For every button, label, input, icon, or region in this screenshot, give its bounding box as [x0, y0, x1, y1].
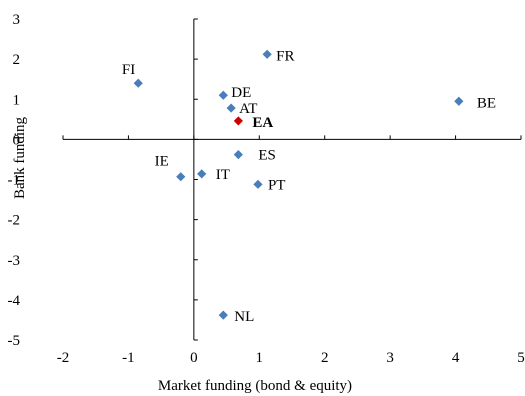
- data-point-pt: [253, 179, 263, 189]
- x-tick-label: -1: [122, 350, 135, 366]
- point-label-fr: FR: [276, 48, 294, 64]
- y-tick-label: -5: [8, 333, 21, 349]
- x-tick-label: 0: [190, 350, 198, 366]
- y-tick-label: -3: [8, 253, 21, 269]
- point-label-ie: IE: [155, 154, 169, 170]
- y-tick-marks: [193, 18, 198, 341]
- data-point-be: [454, 96, 464, 106]
- point-label-es: ES: [258, 148, 276, 164]
- x-tick-label: 1: [256, 350, 264, 366]
- data-point-at: [226, 103, 236, 113]
- x-tick-label: 2: [321, 350, 329, 366]
- data-point-fi: [133, 78, 143, 88]
- data-point-it: [197, 169, 207, 179]
- y-tick-label: 3: [13, 12, 21, 28]
- y-tick-label: -2: [8, 213, 21, 229]
- point-label-at: AT: [239, 101, 257, 117]
- point-label-de: DE: [231, 85, 251, 101]
- x-tick-label: 5: [517, 350, 525, 366]
- point-label-nl: NL: [234, 309, 254, 325]
- x-tick-label: -2: [57, 350, 70, 366]
- point-label-it: IT: [216, 167, 230, 183]
- data-point-es: [233, 150, 243, 160]
- data-point-fr: [262, 49, 272, 59]
- point-label-ea: EA: [252, 115, 273, 131]
- data-point-nl: [218, 310, 228, 320]
- x-tick-label: 4: [452, 350, 460, 366]
- point-label-be: BE: [477, 95, 496, 111]
- point-label-fi: FI: [122, 62, 135, 78]
- y-axis-title: Bank funding: [12, 116, 28, 199]
- y-tick-label: -1: [8, 173, 21, 189]
- x-tick-marks: [62, 135, 522, 140]
- data-points: [133, 49, 464, 320]
- y-tick-label: 2: [13, 52, 21, 68]
- x-tick-labels: -2 -1 0 1 2 3 4 5: [57, 350, 525, 366]
- y-tick-labels: 3 2 1 0 -1 -2 -3 -4 -5: [8, 12, 21, 349]
- data-point-de: [218, 90, 228, 100]
- data-point-ie: [176, 172, 186, 182]
- data-point-ea: [233, 116, 243, 126]
- y-tick-label: -4: [8, 293, 21, 309]
- y-tick-label: 0: [13, 132, 21, 148]
- x-axis-title: Market funding (bond & equity): [158, 378, 352, 394]
- y-tick-label: 1: [13, 92, 21, 108]
- x-tick-label: 3: [386, 350, 394, 366]
- point-label-pt: PT: [268, 177, 286, 193]
